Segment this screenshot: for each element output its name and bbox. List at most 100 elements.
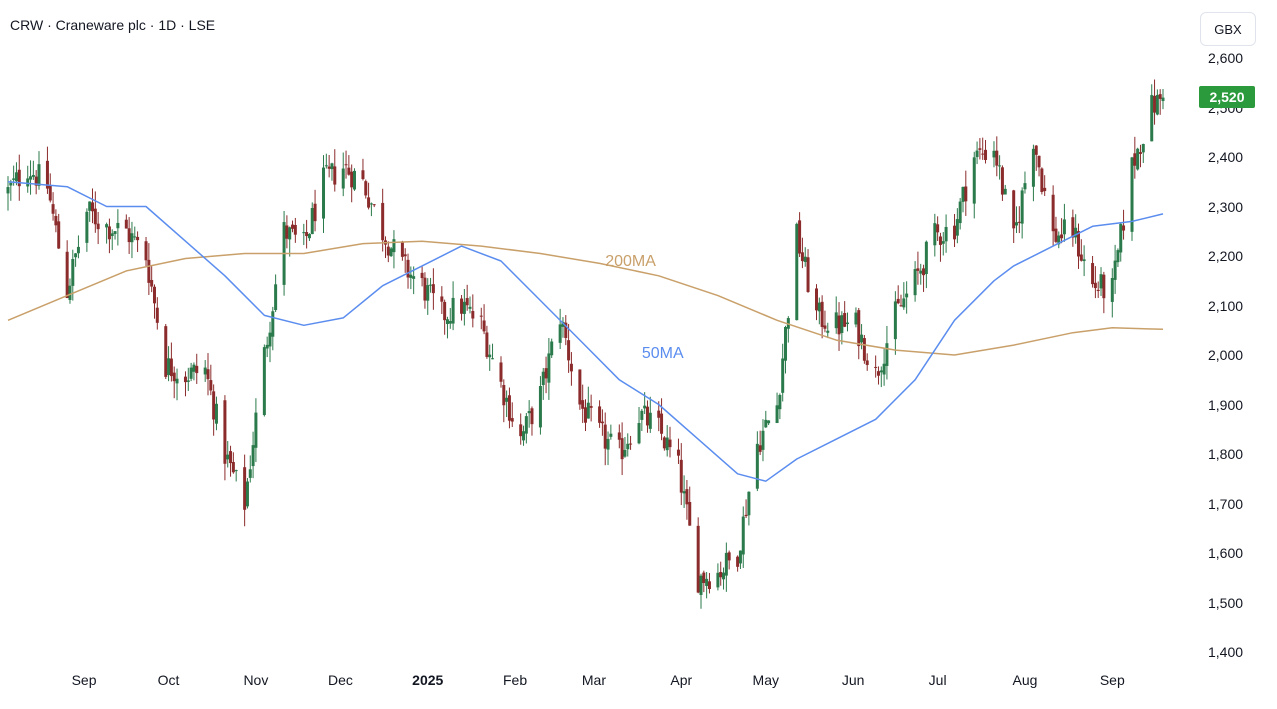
- candle: [164, 324, 168, 380]
- candle: [440, 286, 444, 315]
- y-tick-label: 1,600: [1208, 545, 1244, 561]
- candle: [736, 555, 740, 572]
- candle: [262, 344, 266, 417]
- candle: [468, 296, 472, 314]
- candle: [682, 475, 686, 508]
- candle: [389, 247, 393, 257]
- candle: [361, 158, 365, 181]
- candle: [1003, 184, 1007, 195]
- candle: [586, 386, 590, 419]
- candle: [65, 240, 69, 299]
- candle: [265, 336, 269, 358]
- candle: [381, 188, 385, 252]
- y-tick-label: 2,300: [1208, 198, 1244, 215]
- candle: [544, 356, 548, 394]
- candle: [71, 249, 75, 301]
- candle: [998, 155, 1002, 180]
- candle: [1130, 156, 1134, 241]
- currency-selector[interactable]: GBX: [1200, 12, 1256, 46]
- candle: [491, 343, 495, 360]
- candle: [913, 261, 917, 302]
- candle: [944, 214, 948, 253]
- candle: [175, 368, 179, 401]
- candle: [1074, 214, 1078, 244]
- candle: [1102, 271, 1106, 314]
- candle: [1031, 144, 1035, 202]
- candle: [150, 266, 154, 293]
- candle: [195, 353, 199, 384]
- candle: [1043, 175, 1047, 196]
- x-tick-label: Dec: [327, 672, 353, 688]
- candle: [147, 243, 151, 296]
- candle: [465, 284, 469, 311]
- candle: [854, 307, 858, 328]
- y-tick-label: 1,700: [1208, 495, 1244, 512]
- x-tick-label: Feb: [503, 672, 528, 688]
- candle: [1116, 248, 1120, 267]
- candle: [798, 212, 802, 257]
- candle: [975, 141, 979, 165]
- candle: [245, 478, 249, 509]
- x-tick-label: May: [752, 672, 780, 688]
- x-tick-label: Aug: [1012, 672, 1038, 688]
- candle: [206, 353, 210, 396]
- candle: [1020, 187, 1024, 239]
- y-tick-label: 1,800: [1208, 446, 1244, 462]
- candle: [51, 192, 55, 221]
- candle: [17, 154, 21, 201]
- candle: [74, 252, 78, 267]
- candle: [431, 268, 435, 310]
- candle: [189, 362, 193, 382]
- candles: [6, 79, 1165, 609]
- y-tick-label: 2,400: [1208, 149, 1244, 165]
- candle: [192, 362, 196, 381]
- candle: [722, 567, 726, 590]
- candle: [598, 400, 602, 428]
- candle: [916, 251, 920, 285]
- candle: [893, 291, 897, 355]
- y-tick-label: 1,500: [1208, 594, 1244, 611]
- candle: [76, 235, 80, 259]
- candle: [823, 310, 827, 333]
- candle: [620, 422, 624, 476]
- candle: [815, 284, 818, 321]
- candle: [747, 491, 751, 526]
- candle: [905, 281, 909, 314]
- candle: [1153, 79, 1157, 125]
- candle: [524, 413, 528, 444]
- candle: [727, 550, 731, 570]
- candle: [445, 316, 449, 339]
- candle: [1076, 223, 1080, 269]
- x-tick-label: Jul: [928, 672, 947, 688]
- ma-annotation: 50MA: [641, 345, 684, 362]
- candle: [761, 419, 765, 462]
- candle: [840, 311, 844, 345]
- candle: [676, 438, 680, 464]
- candle: [719, 561, 723, 586]
- candle: [1037, 155, 1041, 177]
- candle: [9, 179, 13, 201]
- chart-title: CRW · Craneware plc · 1D · LSE: [10, 17, 216, 33]
- candle: [1034, 145, 1038, 171]
- candle: [817, 297, 821, 325]
- candle: [288, 226, 292, 257]
- candle: [1079, 239, 1083, 262]
- candle: [341, 152, 345, 197]
- candle: [1012, 189, 1016, 244]
- candle: [862, 334, 866, 364]
- candle: [274, 274, 278, 313]
- candle: [860, 324, 864, 350]
- candle: [344, 150, 348, 179]
- candle: [183, 371, 187, 397]
- candle: [1136, 147, 1140, 171]
- candle: [657, 401, 661, 432]
- candle: [167, 346, 171, 382]
- candle: [865, 353, 869, 371]
- candle: [775, 392, 779, 424]
- candle: [837, 302, 841, 351]
- candle: [305, 219, 309, 249]
- candle: [741, 506, 745, 568]
- candle: [637, 406, 641, 445]
- candle: [1071, 209, 1075, 247]
